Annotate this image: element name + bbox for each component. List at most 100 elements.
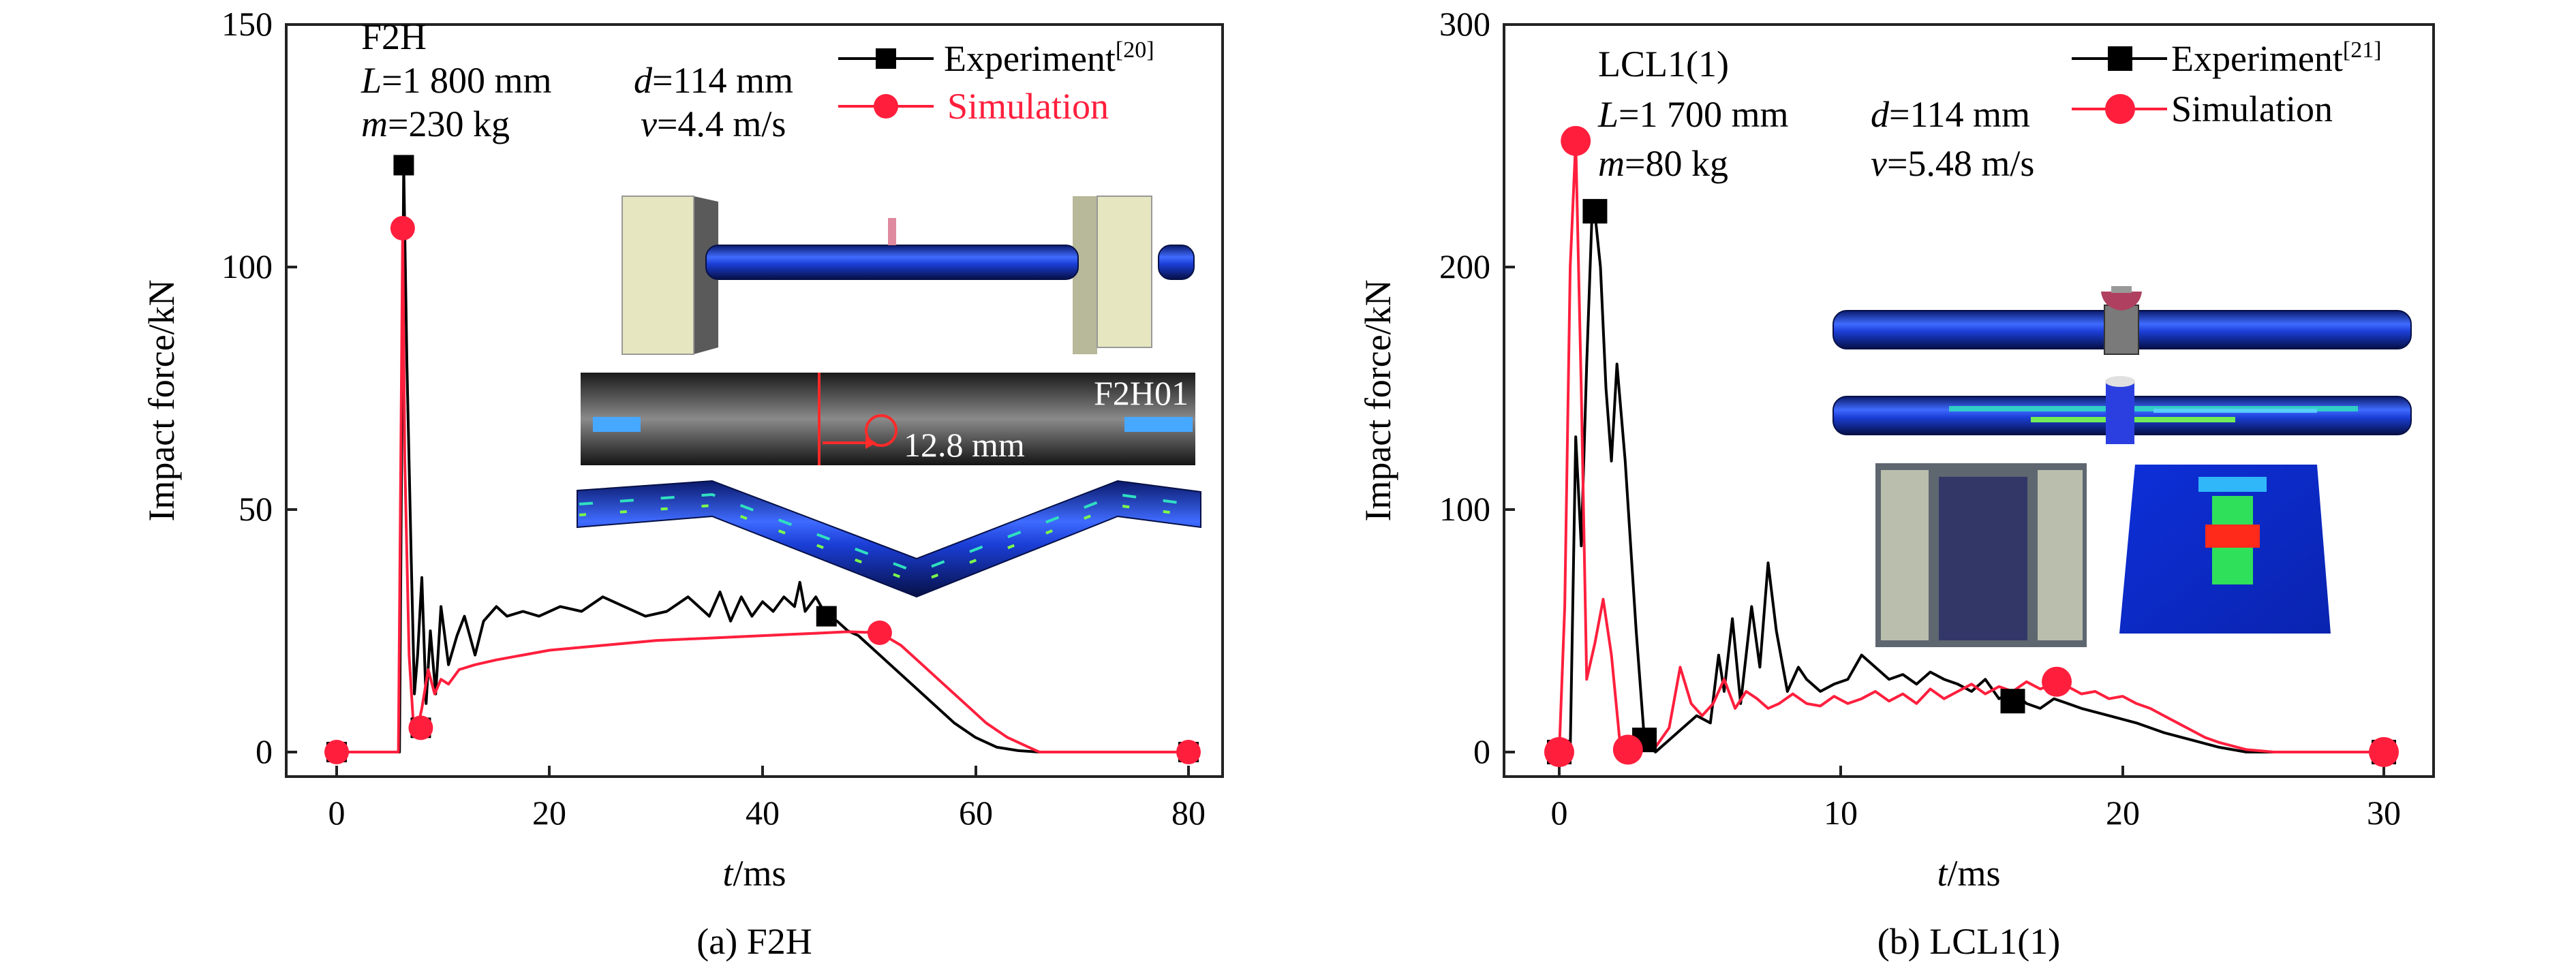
- y-axis-label-a: Impact force/kN: [141, 279, 182, 521]
- arrow-head-icon: [865, 437, 876, 449]
- data-marker-simulation: [324, 740, 349, 764]
- xtick-label: 20: [532, 794, 566, 832]
- y-axis-label-b: Impact force/kN: [1358, 279, 1398, 521]
- diameter-param: d=114 mm: [1871, 94, 2030, 135]
- left-support-side: [694, 196, 718, 354]
- velocity-param: v=4.4 m/s: [641, 104, 786, 144]
- velocity-symbol: v: [1871, 143, 1887, 184]
- xtick-label: 10: [1824, 794, 1858, 832]
- legend-label-experiment: Experiment[21]: [2171, 37, 2382, 79]
- x-axis-symbol: t: [722, 853, 734, 894]
- data-marker-simulation: [408, 715, 433, 740]
- legend-label-simulation: Simulation: [947, 86, 1109, 127]
- legend-a: Experiment[20] Simulation: [838, 37, 1154, 127]
- data-marker-simulation: [1612, 734, 1643, 765]
- x-axis-unit: /ms: [733, 853, 786, 894]
- length-param: L=1 700 mm: [1597, 94, 1789, 135]
- plot-data-b: [1544, 125, 2399, 767]
- photo-damaged-zone: [1939, 477, 2027, 640]
- mass-value: =230 kg: [388, 104, 510, 144]
- inset-photo-a: F2H01 12.8 mm: [581, 373, 1195, 465]
- diameter-symbol: d: [1871, 94, 1890, 135]
- left-support-block: [622, 196, 694, 355]
- data-marker-simulation: [1544, 737, 1574, 767]
- xtick-label: 30: [2367, 794, 2401, 832]
- contour-impactor-top: [2105, 376, 2135, 387]
- ytick-label: 0: [256, 732, 273, 770]
- deformed-tube-stripe: [579, 493, 1200, 574]
- test-photo: [581, 373, 1195, 465]
- x-axis-unit: /ms: [1947, 853, 2000, 894]
- length-value: =1 800 mm: [382, 60, 551, 101]
- parameter-annotation-b: LCL1(1) L=1 700 mm d=114 mm m=80 kg v=5.…: [1597, 44, 2034, 184]
- tube-body: [705, 245, 1079, 280]
- ytick-label: 0: [1473, 732, 1490, 770]
- xtick-label: 60: [959, 794, 993, 832]
- series-line-experiment: [1559, 207, 2384, 753]
- data-marker-experiment: [393, 155, 414, 176]
- legend-marker-experiment: [876, 48, 896, 69]
- data-marker-simulation: [867, 620, 892, 645]
- legend-marker-experiment: [2108, 46, 2132, 71]
- plot-data-a: [324, 155, 1201, 764]
- legend-label-ref: [20]: [1116, 37, 1154, 63]
- specimen-name: LCL1(1): [1598, 44, 1729, 84]
- impactor-tip: [888, 218, 896, 245]
- xtick-label: 80: [1171, 794, 1206, 832]
- specimen-name: F2H: [361, 16, 427, 57]
- contour-band: [2153, 409, 2317, 413]
- xtick-label: 40: [746, 794, 780, 832]
- photo-support-right: [1124, 417, 1193, 432]
- photo-dent-circle: [865, 414, 898, 447]
- right-support-face: [1097, 196, 1152, 348]
- legend-label-simulation: Simulation: [2171, 89, 2333, 129]
- photo-id-label: F2H01: [1094, 374, 1189, 412]
- diameter-symbol: d: [634, 60, 653, 101]
- series-line-experiment: [337, 163, 1189, 753]
- yticks-b: 0 100 200 300: [1439, 5, 1515, 770]
- legend-label-experiment: Experiment[20]: [944, 37, 1154, 79]
- velocity-param: v=5.48 m/s: [1871, 143, 2034, 184]
- xtick-label: 20: [2106, 794, 2140, 832]
- ytick-label: 200: [1439, 247, 1490, 285]
- length-symbol: L: [1597, 94, 1619, 135]
- mass-value: =80 kg: [1625, 143, 1728, 184]
- diameter-value: =114 mm: [1889, 94, 2030, 135]
- panel-caption-a: (a) F2H: [696, 921, 812, 962]
- deformed-tube: [577, 480, 1201, 598]
- legend-label-text: Experiment: [944, 38, 1116, 79]
- photo-dimension-label: 12.8 mm: [904, 426, 1025, 464]
- ytick-label: 300: [1439, 5, 1490, 43]
- panel-b: 0 10 20 30 0 100 200 300 Impact force/kN…: [1358, 5, 2435, 962]
- photo-light-left: [1881, 470, 1929, 640]
- impactor-head: [2101, 292, 2142, 311]
- panel-caption-b: (b) LCL1(1): [1877, 921, 2060, 962]
- x-axis-label-b: t/ms: [1937, 853, 2000, 894]
- legend-marker-simulation: [874, 94, 898, 119]
- inset-photo-b: [1875, 463, 2331, 647]
- velocity-value: =4.4 m/s: [657, 104, 786, 144]
- diameter-value: =114 mm: [652, 60, 793, 101]
- panel-a: 0 20 40 60 80 0 50 100 150 Impact force/…: [141, 5, 1224, 962]
- velocity-symbol: v: [641, 104, 657, 144]
- velocity-value: =5.48 m/s: [1887, 143, 2034, 184]
- mass-param: m=230 kg: [361, 104, 510, 144]
- data-marker-simulation: [1561, 125, 1591, 156]
- data-marker-experiment: [1582, 199, 1608, 224]
- xtick-label: 0: [1551, 794, 1568, 832]
- xticks-b: 0 10 20 30: [1551, 766, 2401, 832]
- data-marker-simulation: [390, 216, 415, 241]
- x-axis-symbol: t: [1937, 853, 1948, 894]
- legend-label-text: Experiment: [2171, 38, 2343, 79]
- x-axis-label-a: t/ms: [722, 853, 786, 894]
- ytick-label: 100: [221, 247, 273, 285]
- xtick-label: 0: [328, 794, 346, 832]
- mass-param: m=80 kg: [1598, 143, 1728, 184]
- tube-end: [1158, 245, 1195, 280]
- data-marker-simulation: [2369, 737, 2399, 767]
- legend-marker-simulation: [2105, 94, 2135, 124]
- impactor-rod: [2111, 286, 2132, 293]
- mass-symbol: m: [1598, 143, 1625, 184]
- length-symbol: L: [361, 60, 382, 101]
